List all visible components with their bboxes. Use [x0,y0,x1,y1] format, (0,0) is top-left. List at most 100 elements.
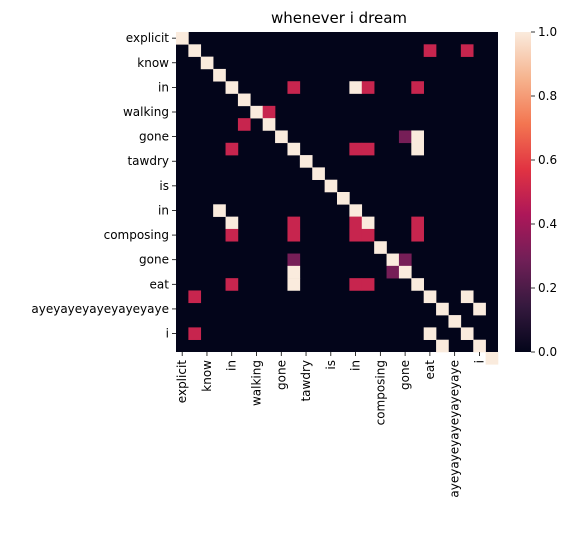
heatmap-cell [225,81,239,94]
colorbar-tick-label: 0.4 [538,217,557,231]
heatmap-cell [423,327,437,340]
heatmap-cell [349,216,363,230]
y-tick-label: in [158,203,169,217]
heatmap-cell [188,327,202,340]
x-tick-label: gone [398,360,412,390]
heatmap-cell [411,142,424,156]
heatmap-cell [349,228,363,242]
heatmap-cell [436,302,449,316]
heatmap-cell [225,228,239,242]
heatmap-cell [237,118,251,131]
heatmap-cell [200,56,214,70]
x-tick-label: composing [373,360,387,425]
heatmap-cell [287,253,301,267]
heatmap-cell [287,81,301,94]
x-tick-label: eat [423,360,437,380]
heatmap-cell [225,216,239,230]
heatmap-cell [460,327,474,340]
heatmap-cell [312,167,325,180]
colorbar-tick-label: 0.6 [538,153,557,167]
colorbar-gradient [515,32,531,352]
heatmap-cell [287,278,301,291]
y-tick-label: is [159,179,169,193]
x-axis-ticks: explicit know in walking gone tawdry is in compo… [175,352,486,498]
heatmap-cell [448,315,462,328]
heatmap-cell [237,93,251,107]
heatmap-cell [411,81,424,94]
heatmap-cell [349,81,363,94]
heatmap-cell [176,32,189,45]
x-tick-label: i [472,360,486,363]
x-tick-label: explicit [175,360,189,403]
y-tick-label: walking [123,105,169,119]
colorbar-tick-label: 1.0 [538,25,557,39]
heatmap-cell [473,339,486,353]
heatmap-cell [225,278,239,291]
heatmap-cell [398,265,412,279]
heatmap-cell [411,216,424,230]
heatmap-cell [374,241,387,254]
heatmap-cell [262,105,276,119]
heatmap-cell [361,142,375,156]
heatmap-cell [411,228,424,242]
heatmap-cell [225,142,239,156]
x-tick-label: tawdry [299,360,313,402]
heatmap-cell [361,81,375,94]
heatmap-cell [473,302,486,316]
y-tick-label: composing [104,228,169,242]
heatmap-cell [460,44,474,57]
heatmap-cell [398,253,412,267]
heatmap-cells [176,32,499,365]
heatmap-cell [213,204,226,217]
x-tick-label: gone [274,360,288,390]
y-axis-ticks: explicit know in walking gone tawdry is in compo… [31,31,176,341]
colorbar: 0.0 0.2 0.4 0.6 0.8 1.0 [515,25,557,359]
heatmap-cell [337,192,350,205]
heatmap-cell [361,228,375,242]
heatmap-cell [213,68,226,82]
y-tick-label: i [166,327,169,341]
heatmap-cell [349,278,363,291]
heatmap-cell [188,44,202,57]
y-tick-label: gone [139,253,169,267]
heatmap-cell [287,216,301,230]
heatmap-cell [411,130,424,144]
heatmap-cell [349,142,363,156]
heatmap-cell [485,352,499,365]
colorbar-tick-label: 0.8 [538,89,557,103]
heatmap-cell [386,265,400,279]
heatmap-cell [436,339,449,353]
heatmap-cell [398,130,412,144]
heatmap-cell [361,278,375,291]
y-tick-label: gone [139,130,169,144]
heatmap-cell [386,253,400,267]
x-tick-label: walking [250,360,264,406]
chart-title: whenever i dream [271,9,407,27]
heatmap-cell [411,278,424,291]
y-tick-label: eat [150,277,170,291]
heatmap-cell [287,228,301,242]
heatmap-cell [188,290,202,304]
heatmap-cell [324,179,338,193]
y-tick-label: explicit [126,31,169,45]
heatmap-cell [287,265,301,279]
heatmap-cell [349,204,363,217]
heatmap-cell [262,118,276,131]
x-tick-label: in [225,360,239,371]
heatmap-cell [460,290,474,304]
heatmap-cell [287,142,301,156]
heatmap-cell [250,105,263,119]
y-tick-label: ayeyayeyayeyayeyaye [31,302,169,316]
heatmap-cell [423,290,437,304]
y-tick-label: know [137,56,169,70]
x-tick-label: in [349,360,363,371]
x-tick-label: ayeyayeyayeyayeyaye [448,360,462,498]
x-tick-label: know [200,360,214,392]
heatmap-cell [275,130,288,144]
heatmap-cell [423,44,437,57]
y-tick-label: in [158,80,169,94]
colorbar-tick-label: 0.2 [538,281,557,295]
x-tick-label: is [324,360,338,370]
